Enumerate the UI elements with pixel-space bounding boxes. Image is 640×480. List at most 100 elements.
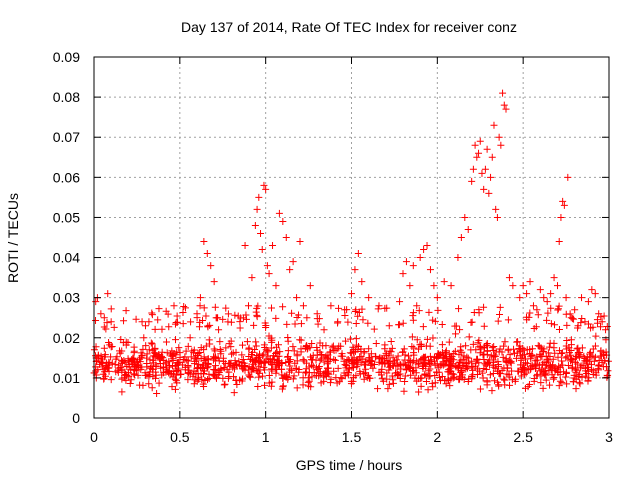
background-point bbox=[556, 377, 564, 385]
data-point bbox=[289, 258, 297, 266]
background-point bbox=[122, 338, 130, 346]
background-point bbox=[211, 347, 219, 355]
background-point bbox=[409, 309, 417, 317]
background-point bbox=[272, 343, 280, 351]
background-point bbox=[409, 312, 417, 320]
background-point bbox=[302, 368, 310, 376]
background-point bbox=[100, 353, 108, 361]
data-point bbox=[334, 318, 342, 326]
data-point bbox=[487, 173, 495, 181]
background-point bbox=[278, 385, 286, 393]
background-point bbox=[489, 361, 497, 369]
data-point bbox=[591, 290, 599, 298]
data-points bbox=[90, 89, 612, 398]
background-point bbox=[474, 355, 482, 363]
background-point bbox=[265, 372, 273, 380]
background-point bbox=[200, 353, 208, 361]
data-point bbox=[385, 322, 393, 330]
background-point bbox=[417, 356, 425, 364]
background-point bbox=[525, 381, 533, 389]
background-point bbox=[320, 358, 328, 366]
background-point bbox=[285, 357, 293, 365]
data-point bbox=[296, 238, 304, 246]
background-point bbox=[320, 370, 328, 378]
background-point bbox=[543, 316, 551, 324]
data-point bbox=[505, 274, 513, 282]
background-point bbox=[259, 372, 267, 380]
background-point bbox=[171, 362, 179, 370]
background-point bbox=[434, 306, 442, 314]
background-point bbox=[400, 345, 408, 353]
background-point bbox=[463, 353, 471, 361]
background-point bbox=[145, 380, 153, 388]
background-point bbox=[500, 342, 508, 350]
background-point bbox=[381, 345, 389, 353]
background-point bbox=[421, 370, 429, 378]
background-point bbox=[415, 359, 423, 367]
background-point bbox=[483, 342, 491, 350]
background-point bbox=[195, 360, 203, 368]
background-point bbox=[184, 369, 192, 377]
background-point bbox=[347, 380, 355, 388]
background-point bbox=[182, 347, 190, 355]
background-point bbox=[447, 361, 455, 369]
background-point bbox=[209, 353, 217, 361]
background-point bbox=[341, 361, 349, 369]
background-point bbox=[126, 380, 134, 388]
background-point bbox=[282, 373, 290, 381]
background-point bbox=[402, 366, 410, 374]
background-point bbox=[284, 347, 292, 355]
data-point bbox=[282, 234, 290, 241]
background-point bbox=[354, 357, 362, 365]
background-point bbox=[494, 378, 502, 386]
background-point bbox=[558, 357, 566, 365]
background-point bbox=[219, 315, 227, 323]
background-point bbox=[551, 367, 559, 375]
background-point bbox=[365, 345, 373, 353]
background-point bbox=[450, 373, 458, 381]
background-point bbox=[500, 375, 508, 383]
background-point bbox=[415, 388, 423, 396]
background-point bbox=[604, 367, 612, 375]
background-point bbox=[599, 363, 607, 371]
data-point bbox=[354, 250, 362, 258]
background-point bbox=[227, 318, 235, 326]
background-point bbox=[536, 350, 544, 358]
background-point bbox=[211, 354, 219, 362]
background-point bbox=[401, 377, 409, 385]
background-point bbox=[232, 377, 240, 385]
background-point bbox=[570, 371, 578, 379]
background-point bbox=[272, 314, 280, 322]
background-point bbox=[279, 382, 287, 390]
data-point bbox=[245, 302, 252, 310]
background-point bbox=[308, 356, 316, 364]
background-point bbox=[394, 370, 402, 378]
data-point bbox=[523, 290, 531, 298]
background-point bbox=[265, 358, 273, 366]
background-point bbox=[389, 376, 397, 384]
background-point bbox=[589, 323, 597, 331]
background-point bbox=[440, 354, 448, 362]
background-point bbox=[196, 302, 204, 310]
background-point bbox=[130, 343, 138, 351]
background-point bbox=[107, 376, 115, 384]
background-point bbox=[504, 316, 512, 324]
background-point bbox=[530, 325, 538, 333]
background-point bbox=[408, 333, 416, 341]
background-point bbox=[528, 352, 536, 360]
background-point bbox=[170, 302, 178, 310]
data-point bbox=[469, 165, 477, 173]
background-point bbox=[288, 366, 296, 374]
background-point bbox=[510, 345, 518, 353]
background-point bbox=[313, 346, 321, 354]
background-point bbox=[199, 361, 207, 369]
background-point bbox=[604, 357, 612, 365]
background-point bbox=[151, 345, 159, 353]
data-point bbox=[502, 105, 510, 113]
background-point bbox=[340, 357, 348, 365]
background-point bbox=[569, 315, 577, 323]
background-point bbox=[448, 370, 456, 378]
background-point bbox=[515, 367, 523, 375]
background-point bbox=[93, 354, 101, 362]
background-point bbox=[427, 356, 435, 364]
